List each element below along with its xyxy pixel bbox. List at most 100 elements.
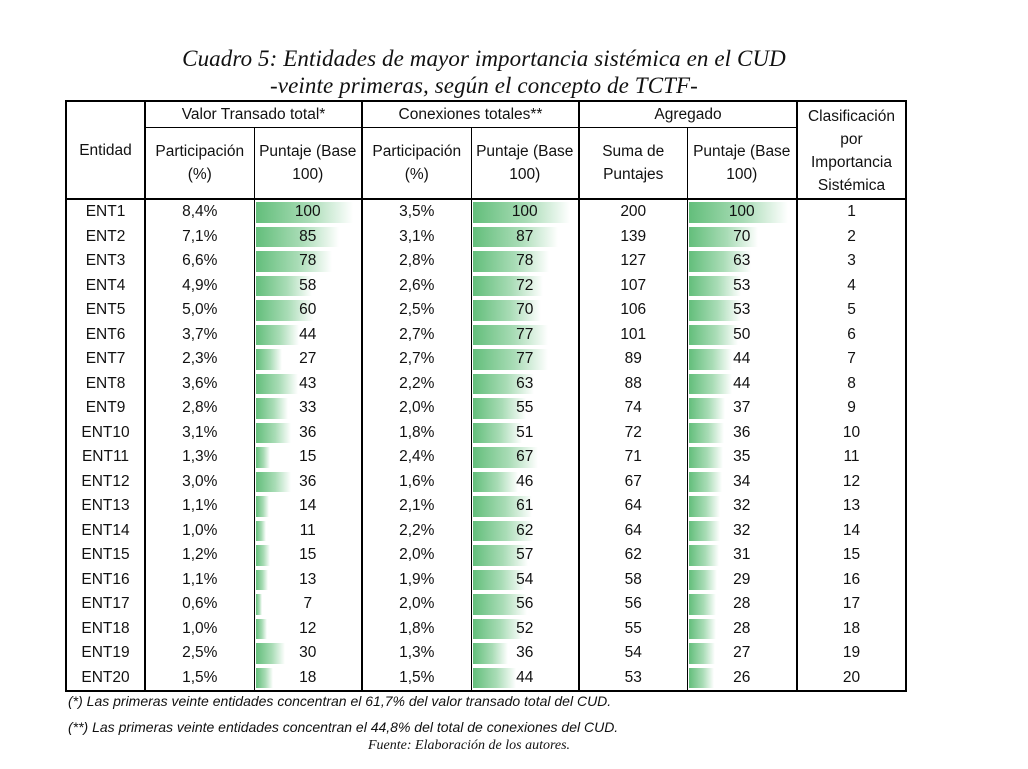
cell-vt-puntaje: 43 — [253, 371, 362, 396]
cell-value: 19 — [842, 644, 861, 662]
cell-value: 46 — [516, 472, 534, 490]
data-bar — [255, 373, 298, 394]
data-bar — [472, 643, 508, 664]
cell-cx-participacion: 2,5% — [361, 298, 471, 323]
cell-value: 2,3% — [182, 350, 218, 368]
cell-value: 14 — [842, 521, 861, 539]
cell-value: 6 — [847, 325, 856, 343]
cell-value: 1,8% — [399, 619, 435, 637]
cell-value: ENT15 — [81, 546, 130, 564]
cell-value: 2,8% — [182, 399, 218, 417]
cell-value: 2,0% — [399, 595, 435, 613]
cell-value: 20 — [842, 668, 861, 686]
cell-vt-participacion: 1,1% — [144, 567, 254, 592]
cell-value: 2,8% — [399, 252, 435, 270]
data-bar — [255, 594, 263, 615]
cell-ag-puntaje: 27 — [686, 641, 797, 666]
data-bar — [472, 202, 571, 223]
data-bar — [255, 496, 270, 517]
cell-clasificacion: 19 — [796, 641, 906, 666]
data-bar — [688, 300, 742, 321]
data-bar — [255, 202, 354, 223]
table-row: ENT10 3,1% 36 1,8% 51 72 36 10 — [66, 420, 906, 445]
footnote-valor: (*) Las primeras veinte entidades concen… — [68, 693, 612, 709]
cell-value: 1,1% — [182, 497, 218, 515]
data-bar — [255, 569, 269, 590]
data-bar — [472, 545, 529, 566]
cell-value: 54 — [624, 644, 642, 662]
data-bar — [688, 447, 724, 468]
header-clasificacion: Clasificación por Importancia Sistémica — [796, 101, 906, 200]
cell-value: 56 — [624, 595, 642, 613]
cell-entidad: ENT2 — [66, 225, 145, 250]
cell-value: 5,0% — [182, 301, 218, 319]
data-bar — [255, 300, 315, 321]
data-bar — [255, 643, 285, 664]
cell-value: ENT1 — [85, 203, 126, 221]
cell-vt-puntaje: 100 — [253, 199, 362, 225]
cell-cx-participacion: 1,9% — [361, 567, 471, 592]
cell-entidad: ENT19 — [66, 641, 145, 666]
data-bar — [472, 496, 533, 517]
cell-ag-puntaje: 53 — [686, 273, 797, 298]
cell-entidad: ENT15 — [66, 543, 145, 568]
cell-suma-puntajes: 127 — [578, 249, 687, 274]
cell-value: 100 — [511, 203, 538, 221]
cell-cx-participacion: 2,7% — [361, 322, 471, 347]
cell-ag-puntaje: 37 — [686, 396, 797, 421]
cell-cx-puntaje: 61 — [470, 494, 579, 519]
cell-value: 13 — [842, 497, 861, 515]
cell-cx-puntaje: 54 — [470, 567, 579, 592]
cell-value: 58 — [299, 276, 317, 294]
cell-cx-participacion: 2,2% — [361, 518, 471, 543]
header-entidad: Entidad — [66, 101, 145, 200]
data-bar — [688, 349, 733, 370]
cell-entidad: ENT8 — [66, 372, 145, 397]
cell-ag-puntaje: 53 — [686, 298, 797, 323]
cell-value: ENT11 — [81, 448, 130, 466]
cell-value: 55 — [624, 619, 642, 637]
cell-clasificacion: 18 — [796, 616, 906, 641]
cell-ag-puntaje: 36 — [686, 420, 797, 445]
cell-value: 3,6% — [182, 374, 218, 392]
cell-value: 1,8% — [399, 423, 435, 441]
cell-clasificacion: 7 — [796, 347, 906, 372]
cell-value: 2 — [847, 227, 856, 245]
cell-value: 27 — [733, 644, 751, 662]
data-bar — [472, 251, 549, 272]
cell-value: ENT6 — [85, 325, 126, 343]
cell-cx-puntaje: 77 — [470, 322, 579, 347]
cell-entidad: ENT14 — [66, 519, 145, 544]
cell-clasificacion: 5 — [796, 298, 906, 323]
cell-cx-puntaje: 67 — [470, 445, 579, 470]
cell-ag-puntaje: 29 — [686, 567, 797, 592]
cell-clasificacion: 17 — [796, 592, 906, 617]
data-bar — [688, 618, 717, 639]
cell-suma-puntajes: 74 — [578, 396, 687, 421]
cell-cx-participacion: 2,8% — [361, 249, 471, 274]
cell-entidad: ENT17 — [66, 592, 145, 617]
cell-vt-participacion: 2,5% — [144, 641, 254, 666]
cell-value: 14 — [299, 497, 317, 515]
data-bar — [255, 275, 313, 296]
cell-value: 32 — [733, 497, 751, 515]
cell-value: ENT16 — [81, 570, 130, 588]
cell-vt-puntaje: 14 — [253, 494, 362, 519]
cell-value: 72 — [516, 276, 534, 294]
cell-clasificacion: 11 — [796, 445, 906, 470]
cell-value: 1,1% — [182, 570, 218, 588]
cell-entidad: ENT1 — [66, 199, 145, 225]
header-ag-puntaje: Puntaje (Base 100) — [686, 127, 797, 200]
cell-value: 63 — [733, 252, 751, 270]
header-conexiones: Conexiones totales** — [361, 101, 579, 128]
cell-value: 74 — [624, 399, 642, 417]
cell-value: 8,4% — [182, 203, 218, 221]
cell-vt-participacion: 4,9% — [144, 273, 254, 298]
cell-cx-puntaje: 52 — [470, 616, 579, 641]
cell-value: 15 — [842, 546, 861, 564]
header-suma-puntajes: Suma de Puntajes — [578, 127, 687, 200]
cell-value: 2,5% — [399, 301, 435, 319]
cell-vt-participacion: 1,5% — [144, 665, 254, 691]
cell-value: 2,0% — [399, 399, 435, 417]
cell-value: 3 — [847, 252, 856, 270]
